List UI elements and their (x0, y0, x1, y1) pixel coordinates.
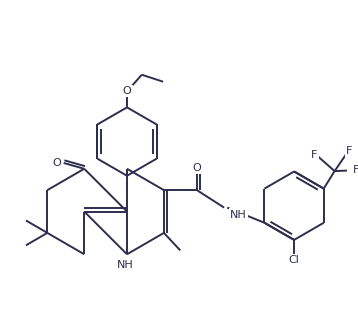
Text: F: F (353, 165, 358, 175)
Text: NH: NH (230, 210, 247, 220)
Text: F: F (311, 150, 318, 160)
Text: F: F (346, 146, 353, 156)
Text: NH: NH (117, 260, 134, 270)
Text: Cl: Cl (289, 255, 300, 265)
Text: O: O (193, 163, 201, 173)
Text: O: O (123, 86, 131, 96)
Text: O: O (53, 158, 62, 168)
